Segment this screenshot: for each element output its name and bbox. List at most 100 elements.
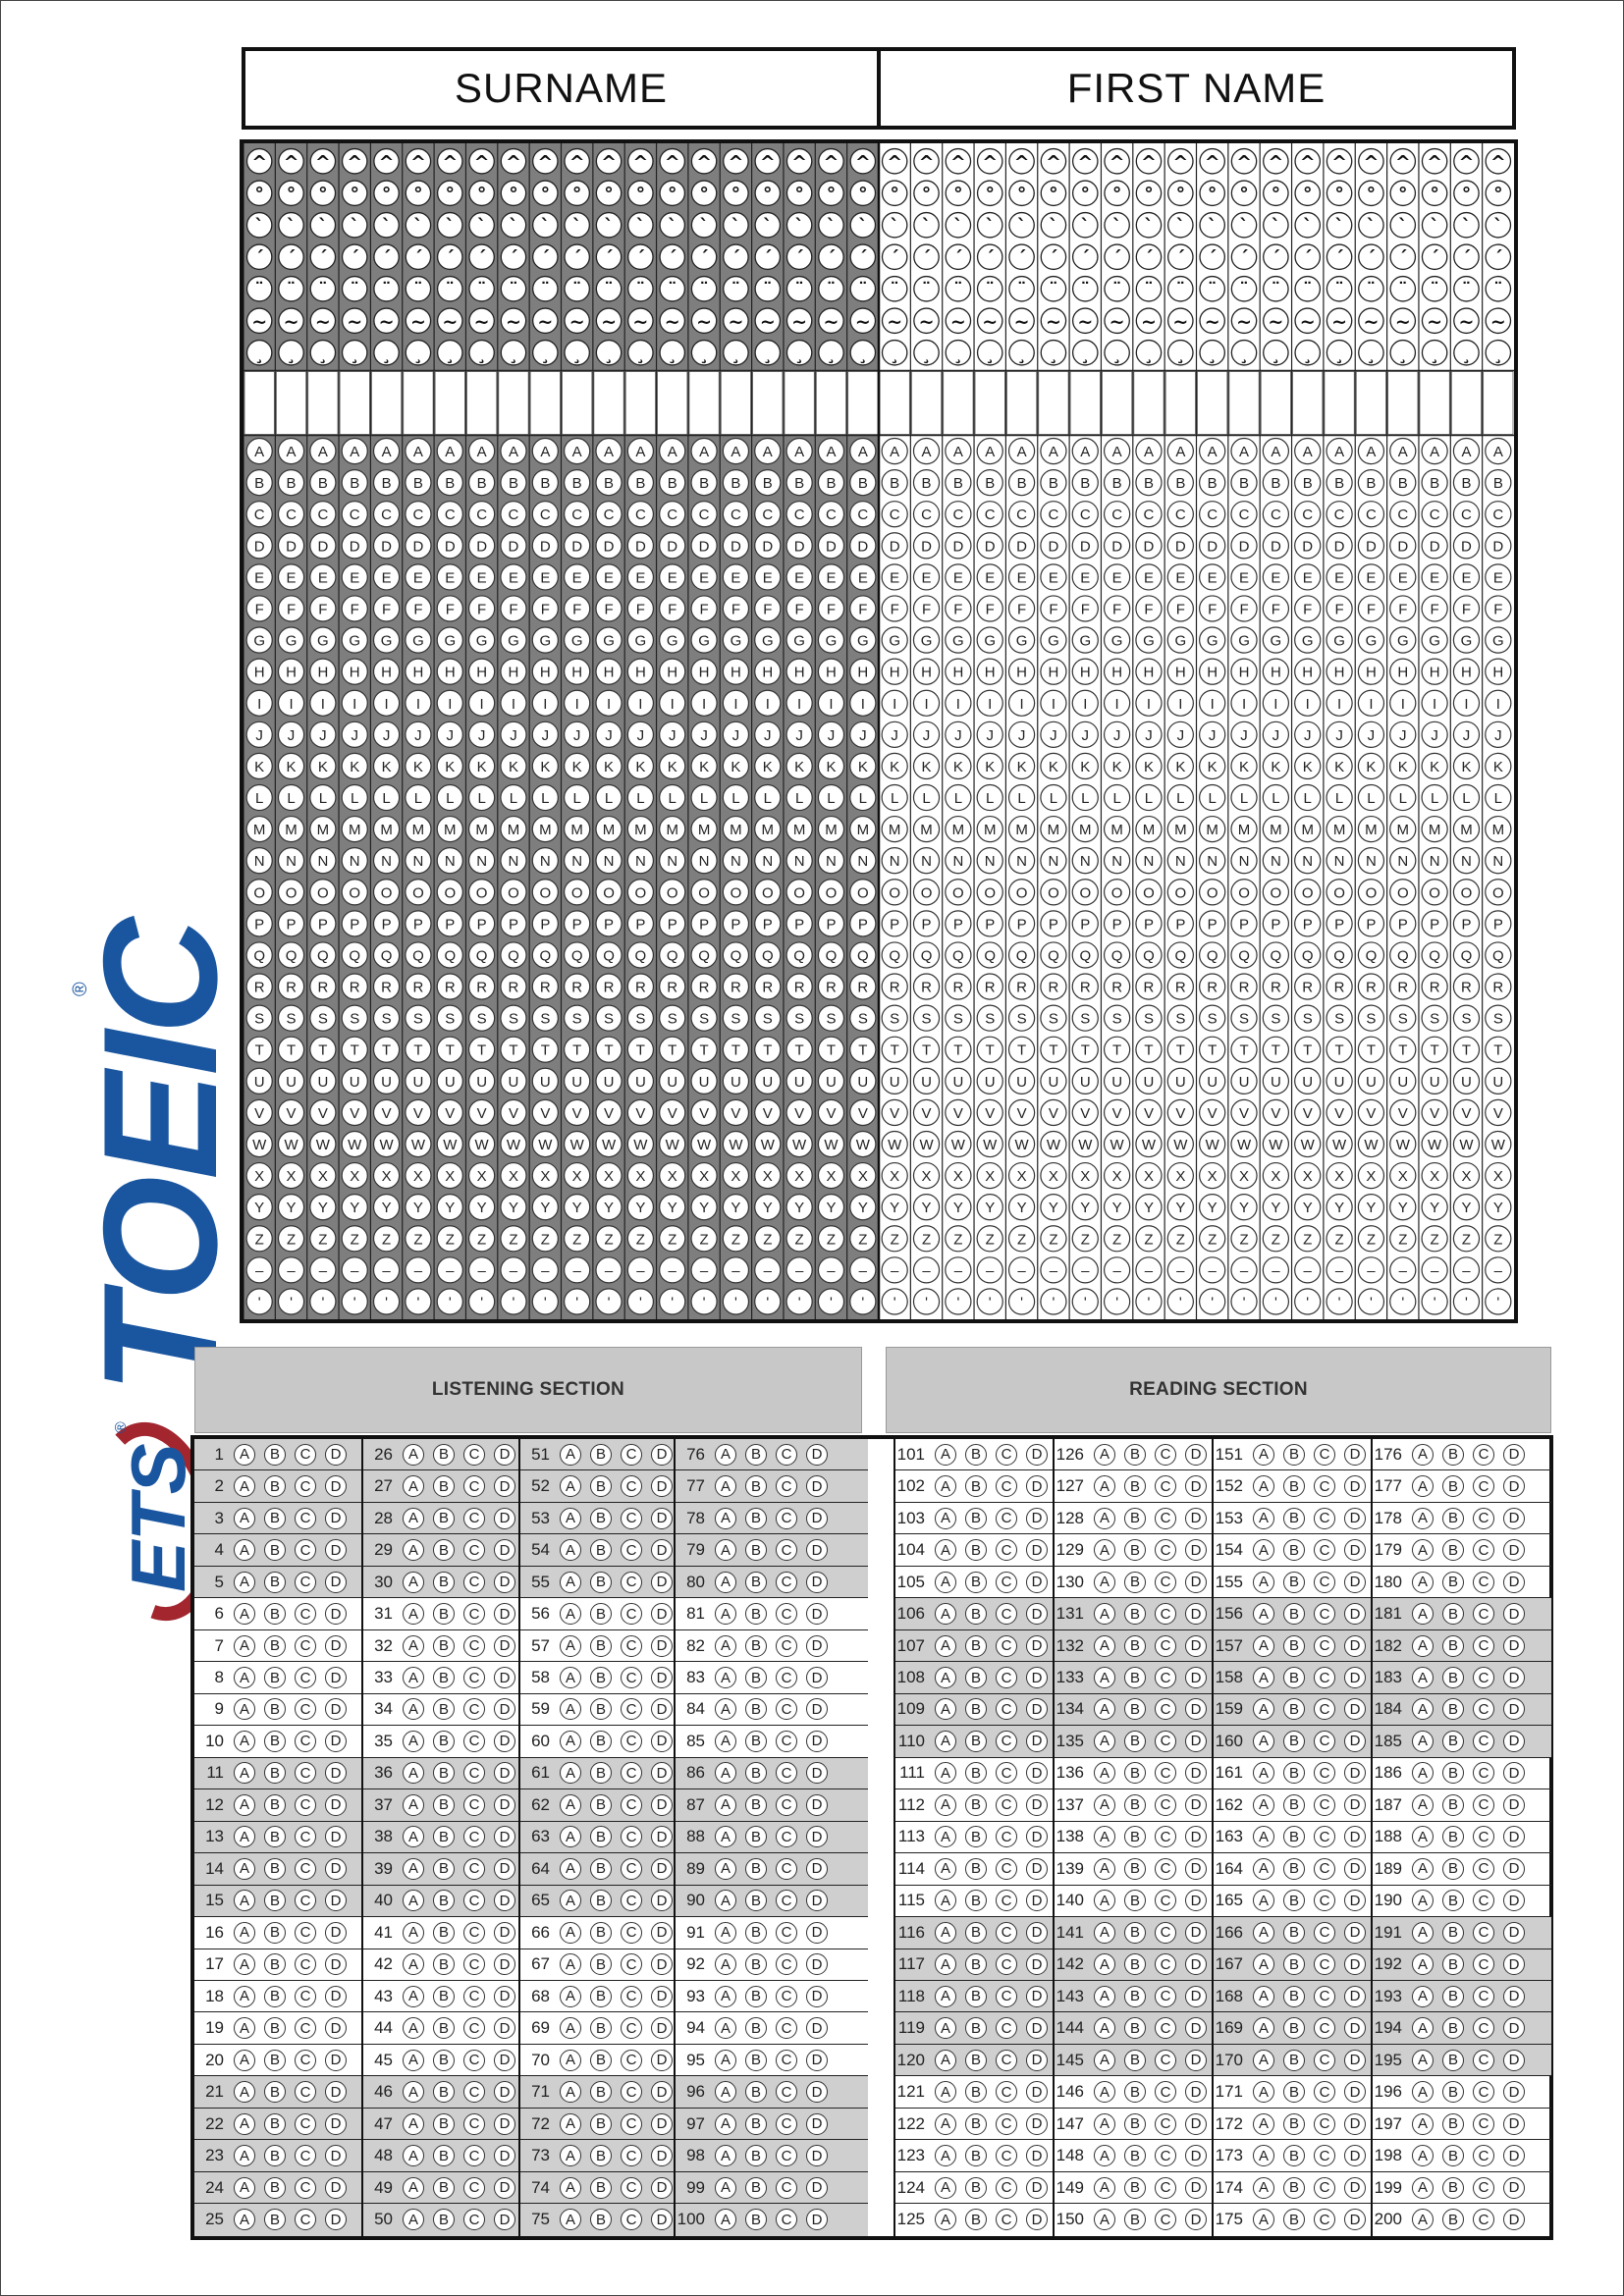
diacritic-bubble[interactable]: ~ xyxy=(436,307,463,335)
letter-bubble[interactable]: R xyxy=(1199,973,1226,1000)
letter-bubble[interactable]: F xyxy=(595,595,623,622)
answer-bubble-d[interactable]: D xyxy=(651,2081,673,2104)
letter-bubble[interactable]: D xyxy=(1485,532,1512,560)
letter-bubble[interactable]: – xyxy=(341,1256,368,1284)
answer-bubble-c[interactable]: C xyxy=(463,1921,485,1944)
letter-bubble[interactable]: J xyxy=(1326,721,1353,748)
letter-bubble[interactable]: S xyxy=(1007,1004,1036,1032)
answer-bubble-a[interactable]: A xyxy=(715,1857,736,1880)
letter-bubble[interactable]: Y xyxy=(659,1194,686,1221)
letter-bubble[interactable]: H xyxy=(1262,658,1290,685)
answer-bubble-c[interactable]: C xyxy=(1155,1539,1176,1562)
answer-bubble-a[interactable]: A xyxy=(1253,1762,1274,1785)
letter-bubble[interactable]: Y xyxy=(436,1194,463,1221)
answer-bubble-b[interactable]: B xyxy=(965,1507,987,1529)
letter-bubble[interactable]: E xyxy=(341,563,368,591)
answer-bubble-a[interactable]: A xyxy=(935,1793,956,1816)
name-letter-entry-box[interactable] xyxy=(752,371,784,435)
letter-bubble[interactable]: S xyxy=(245,1004,273,1032)
diacritic-bubble[interactable]: ~ xyxy=(1485,307,1512,335)
letter-bubble[interactable]: Q xyxy=(626,941,655,969)
letter-bubble[interactable]: T xyxy=(945,1036,972,1063)
letter-bubble[interactable]: O xyxy=(1071,879,1099,906)
answer-bubble-b[interactable]: B xyxy=(965,2049,987,2071)
name-letter-entry-box[interactable] xyxy=(1069,371,1101,435)
answer-bubble-b[interactable]: B xyxy=(433,2112,455,2135)
letter-bubble[interactable]: W xyxy=(1199,1130,1226,1158)
answer-bubble-a[interactable]: A xyxy=(234,1443,255,1466)
letter-bubble[interactable]: A xyxy=(372,437,401,465)
letter-bubble[interactable]: ' xyxy=(1421,1288,1448,1315)
letter-bubble[interactable]: P xyxy=(500,910,527,937)
answer-bubble-c[interactable]: C xyxy=(776,1730,797,1752)
letter-bubble[interactable]: I xyxy=(405,689,432,717)
diacritic-bubble[interactable]: ^ xyxy=(818,147,844,175)
letter-bubble[interactable]: V xyxy=(1294,1098,1322,1127)
diacritic-bubble[interactable]: ~ xyxy=(945,307,972,335)
letter-bubble[interactable]: U xyxy=(564,1067,591,1095)
letter-bubble[interactable]: E xyxy=(945,563,972,591)
letter-bubble[interactable]: R xyxy=(1357,973,1385,1000)
diacritic-bubble[interactable]: ¨ xyxy=(278,275,304,302)
answer-bubble-c[interactable]: C xyxy=(621,2145,642,2167)
answer-bubble-a[interactable]: A xyxy=(1253,1890,1274,1912)
letter-bubble[interactable]: K xyxy=(817,752,845,780)
diacritic-bubble[interactable]: ` xyxy=(976,211,1003,239)
letter-bubble[interactable]: M xyxy=(1103,815,1131,843)
letter-bubble[interactable]: J xyxy=(912,721,941,748)
letter-bubble[interactable]: B xyxy=(277,468,305,497)
letter-bubble[interactable]: O xyxy=(1135,879,1163,906)
letter-bubble[interactable]: J xyxy=(372,721,401,748)
letter-bubble[interactable]: E xyxy=(436,563,463,591)
answer-bubble-b[interactable]: B xyxy=(590,2081,612,2104)
answer-bubble-c[interactable]: C xyxy=(1473,2049,1494,2071)
diacritic-bubble[interactable]: ¨ xyxy=(1199,275,1226,302)
letter-bubble[interactable]: Y xyxy=(945,1194,972,1221)
diacritic-bubble[interactable]: ^ xyxy=(468,147,495,175)
letter-bubble[interactable]: B xyxy=(531,468,559,497)
letter-bubble[interactable]: M xyxy=(1071,815,1099,843)
answer-bubble-d[interactable]: D xyxy=(651,2017,673,2040)
letter-bubble[interactable]: N xyxy=(1103,847,1131,875)
answer-bubble-d[interactable]: D xyxy=(1026,2081,1048,2104)
letter-bubble[interactable]: F xyxy=(1357,595,1385,622)
letter-bubble[interactable]: Z xyxy=(1103,1225,1131,1253)
letter-bubble[interactable]: A xyxy=(881,437,908,465)
diacritic-bubble[interactable]: ` xyxy=(1135,211,1163,239)
answer-bubble-a[interactable]: A xyxy=(935,1443,956,1466)
letter-bubble[interactable]: F xyxy=(467,595,496,622)
diacritic-bubble[interactable]: ¸ xyxy=(1326,339,1353,366)
diacritic-bubble[interactable]: ´ xyxy=(659,243,686,271)
letter-bubble[interactable]: D xyxy=(436,532,463,560)
letter-bubble[interactable]: S xyxy=(785,1004,813,1032)
answer-bubble-c[interactable]: C xyxy=(996,1793,1017,1816)
letter-bubble[interactable]: Y xyxy=(1262,1194,1290,1221)
letter-bubble[interactable]: P xyxy=(531,910,559,937)
letter-bubble[interactable]: G xyxy=(564,626,591,654)
letter-bubble[interactable]: D xyxy=(1230,532,1258,560)
letter-bubble[interactable]: ' xyxy=(277,1288,305,1315)
letter-bubble[interactable]: Y xyxy=(1485,1194,1512,1221)
answer-bubble-d[interactable]: D xyxy=(1026,1762,1048,1785)
letter-bubble[interactable]: E xyxy=(1452,563,1481,591)
answer-bubble-c[interactable]: C xyxy=(1473,1857,1494,1880)
answer-bubble-d[interactable]: D xyxy=(651,1634,673,1657)
answer-bubble-d[interactable]: D xyxy=(1026,1953,1048,1976)
letter-bubble[interactable]: O xyxy=(500,879,527,906)
diacritic-bubble[interactable]: ^ xyxy=(373,147,400,175)
answer-bubble-a[interactable]: A xyxy=(560,1634,581,1657)
diacritic-bubble[interactable]: ´ xyxy=(1294,243,1322,271)
letter-bubble[interactable]: L xyxy=(1389,783,1417,812)
letter-bubble[interactable]: N xyxy=(1007,847,1036,875)
answer-bubble-d[interactable]: D xyxy=(325,1507,347,1529)
letter-bubble[interactable]: O xyxy=(976,879,1003,906)
diacritic-bubble[interactable]: ´ xyxy=(818,243,844,271)
answer-bubble-a[interactable]: A xyxy=(403,1921,424,1944)
letter-bubble[interactable]: D xyxy=(531,532,559,560)
answer-bubble-c[interactable]: C xyxy=(1314,1539,1335,1562)
letter-bubble[interactable]: A xyxy=(309,437,337,465)
answer-bubble-d[interactable]: D xyxy=(651,2176,673,2199)
answer-bubble-b[interactable]: B xyxy=(433,1667,455,1689)
answer-bubble-c[interactable]: C xyxy=(1314,2145,1335,2167)
letter-bubble[interactable]: Z xyxy=(1452,1225,1481,1253)
